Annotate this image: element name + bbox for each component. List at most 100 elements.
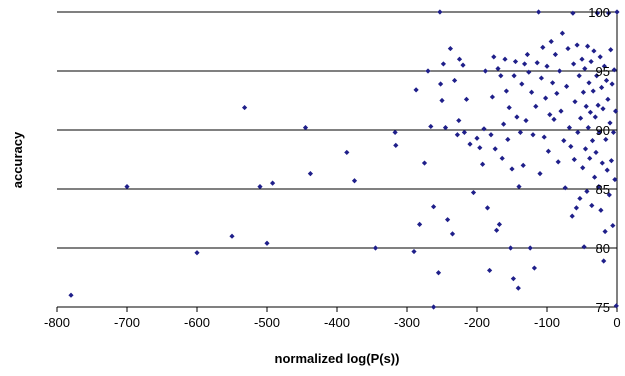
data-point — [477, 145, 483, 151]
data-point — [608, 47, 614, 53]
data-point — [517, 129, 523, 135]
x-tick-label: 0 — [613, 315, 620, 330]
y-tick-label: 80 — [596, 241, 610, 256]
data-point — [480, 161, 486, 167]
data-point — [592, 174, 598, 180]
data-point — [503, 88, 509, 94]
data-point — [494, 227, 500, 233]
x-tick-label: -800 — [44, 315, 70, 330]
axes — [56, 11, 618, 312]
data-point — [564, 83, 570, 89]
data-point — [482, 68, 488, 74]
data-point — [601, 258, 607, 264]
data-point — [512, 58, 519, 65]
data-point — [499, 155, 505, 161]
data-point — [481, 126, 487, 132]
data-point — [534, 60, 540, 66]
x-tick-label: -500 — [254, 315, 280, 330]
data-point — [599, 84, 605, 91]
data-point — [519, 81, 525, 87]
data-point — [581, 244, 587, 250]
data-point — [257, 184, 263, 190]
data-point — [592, 114, 598, 120]
data-point — [594, 73, 600, 79]
data-point — [597, 54, 603, 60]
data-point — [531, 265, 537, 271]
data-point — [529, 89, 535, 95]
data-point — [577, 195, 583, 202]
data-point — [495, 66, 501, 72]
data-point — [498, 73, 504, 79]
data-point — [514, 114, 520, 120]
data-point — [578, 115, 584, 121]
data-point — [607, 120, 613, 126]
data-point — [454, 132, 460, 138]
data-point — [417, 221, 423, 227]
data-point — [575, 129, 581, 135]
y-tick-label: 90 — [596, 123, 610, 138]
data-point — [537, 171, 543, 177]
data-point — [551, 116, 557, 122]
data-point — [393, 142, 399, 148]
data-point — [569, 213, 575, 219]
data-point — [587, 155, 593, 161]
data-point — [264, 240, 270, 246]
data-point — [302, 125, 309, 131]
data-point — [614, 9, 620, 15]
data-point — [548, 38, 554, 45]
data-point — [611, 67, 617, 73]
data-point — [613, 303, 619, 309]
data-point — [489, 94, 495, 100]
data-point — [543, 95, 549, 101]
data-point — [124, 184, 130, 190]
data-point — [411, 248, 417, 255]
y-tick-labels: 75 80 85 90 95 100 — [588, 5, 610, 315]
data-point — [511, 73, 517, 79]
data-point — [545, 148, 551, 154]
data-point — [599, 160, 605, 166]
data-point — [438, 81, 444, 87]
data-point — [431, 304, 437, 310]
data-point — [502, 56, 508, 62]
data-point — [392, 129, 398, 135]
y-tick-label: 85 — [596, 182, 610, 197]
y-tick-label: 95 — [596, 64, 610, 79]
x-tick-label: -200 — [464, 315, 490, 330]
data-point — [470, 189, 477, 196]
data-point — [533, 103, 539, 109]
data-point — [501, 121, 507, 127]
data-point — [550, 80, 556, 86]
data-point — [603, 136, 609, 143]
data-point — [484, 205, 491, 211]
data-point — [270, 180, 276, 186]
x-axis-title: normalized log(P(s)) — [275, 351, 400, 366]
data-point — [509, 166, 515, 172]
data-point — [602, 228, 608, 235]
data-point — [562, 185, 568, 191]
data-point — [605, 96, 611, 102]
x-tick-label: -700 — [114, 315, 140, 330]
data-point — [565, 45, 571, 52]
data-point — [606, 192, 612, 198]
data-point — [527, 245, 533, 251]
data-point — [492, 146, 498, 152]
gridlines — [57, 11, 617, 249]
data-point — [456, 117, 462, 124]
data-point — [449, 231, 456, 237]
data-point — [461, 129, 467, 135]
data-point — [456, 56, 463, 62]
data-point — [586, 80, 592, 86]
data-point — [587, 109, 593, 115]
data-point — [506, 104, 512, 111]
data-point — [580, 165, 586, 171]
data-point — [552, 51, 558, 58]
data-point — [588, 58, 594, 65]
data-point — [573, 205, 579, 211]
data-point — [541, 134, 547, 140]
data-point — [555, 159, 561, 165]
data-point — [515, 285, 521, 291]
data-point — [585, 43, 591, 49]
data-point — [447, 45, 453, 52]
data-point — [372, 245, 379, 251]
data-point — [610, 129, 617, 135]
